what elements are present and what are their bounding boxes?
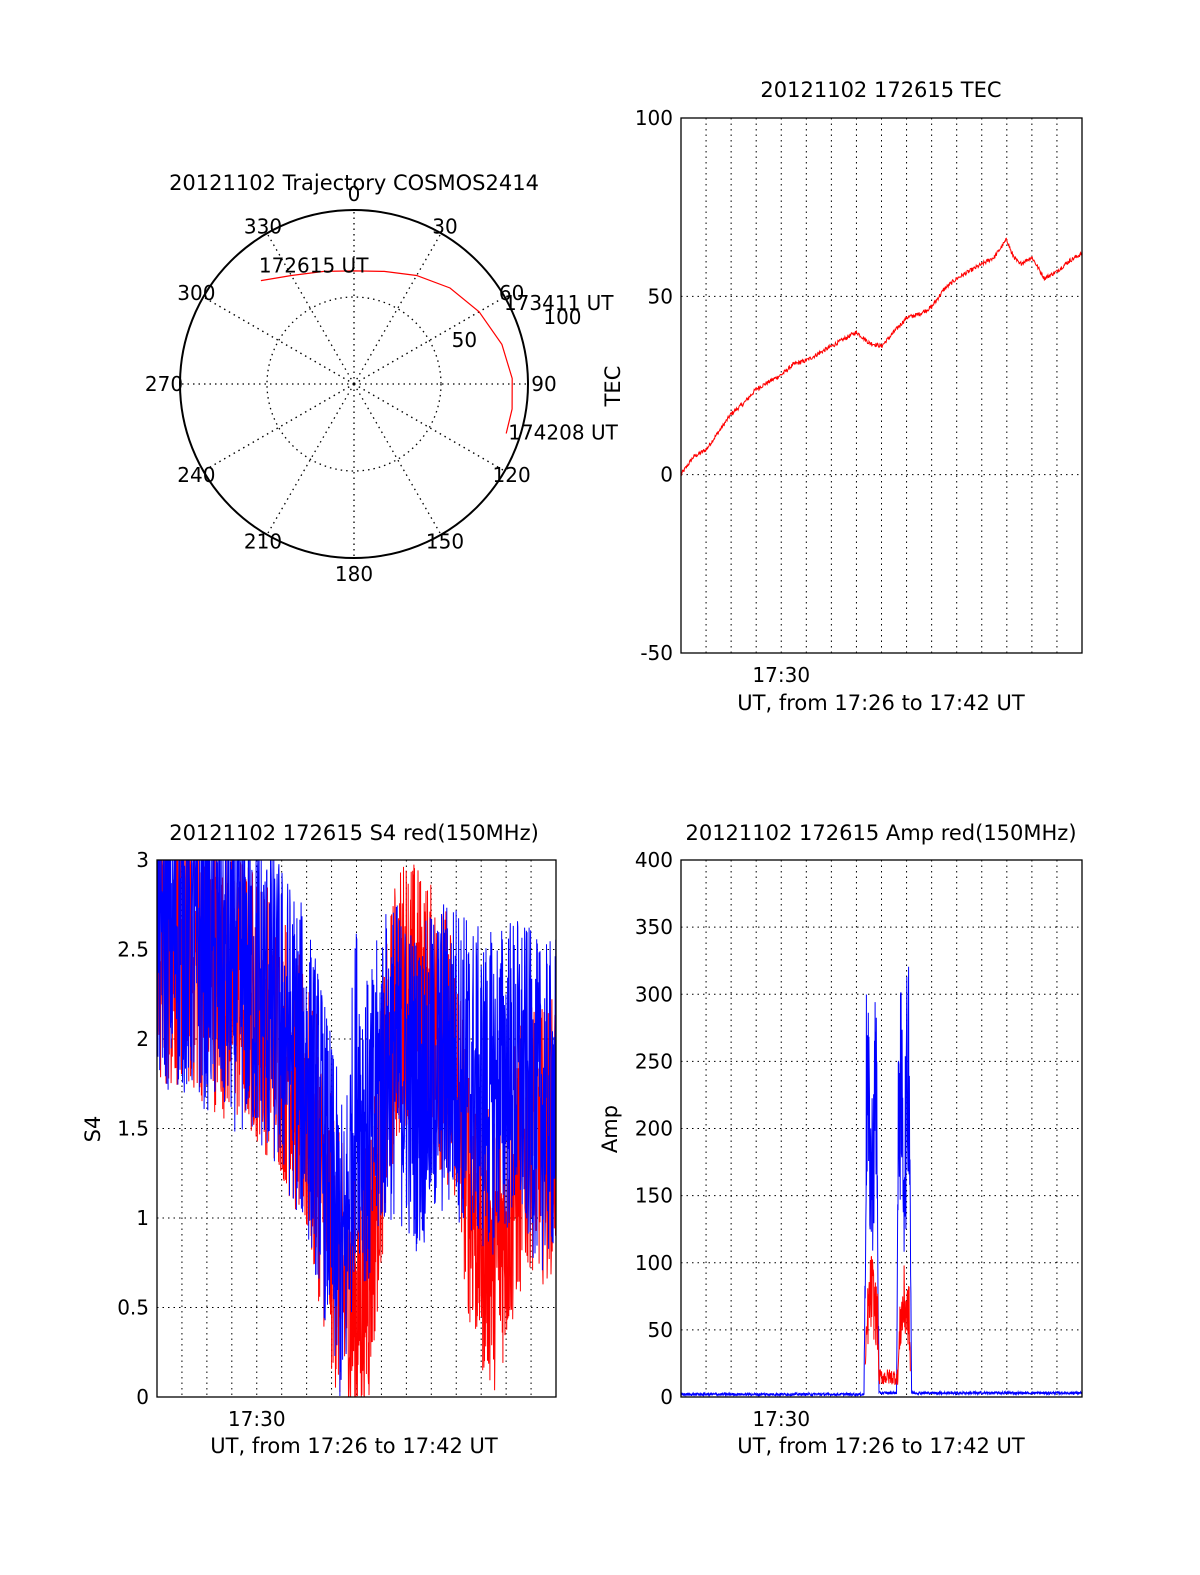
tec-axes-frame: [680, 117, 1083, 654]
s4-ytick-label: 1: [136, 1206, 149, 1230]
trajectory-line: [260, 270, 513, 434]
tec-ylabel: TEC: [601, 366, 625, 408]
polar-spoke-300: [202, 296, 355, 385]
s4-ylabel: S4: [81, 1116, 105, 1143]
s4-xlabel: UT, from 17:26 to 17:42 UT: [210, 1434, 498, 1458]
s4-xtick-label: 17:30: [228, 1407, 286, 1431]
angle-label-300: 300: [177, 281, 215, 305]
amp-ytick-label: 250: [635, 1049, 673, 1073]
amp-ytick-label: 400: [635, 848, 673, 872]
trajectory-label-end: 174208 UT: [508, 420, 618, 444]
angle-label-120: 120: [493, 463, 531, 487]
tec-title: 20121102 172615 TEC: [760, 78, 1001, 102]
amp-ytick-label: 50: [648, 1318, 673, 1342]
s4-title: 20121102 172615 S4 red(150MHz): [169, 821, 539, 845]
amp-ytick-label: 350: [635, 915, 673, 939]
s4-ytick-label: 1.5: [117, 1117, 149, 1141]
angle-label-90: 90: [531, 372, 556, 396]
amp-xlabel: UT, from 17:26 to 17:42 UT: [737, 1434, 1025, 1458]
amp-title: 20121102 172615 Amp red(150MHz): [685, 821, 1076, 845]
amp-axes-frame: [680, 859, 1083, 1398]
amp-series-1: [680, 966, 1083, 1398]
s4-ytick-label: 2: [136, 1027, 149, 1051]
amp-series-2: [864, 1256, 911, 1385]
s4-axes-frame: [156, 859, 557, 1398]
s4-ytick-label: 2.5: [117, 938, 149, 962]
polar-spoke-60: [353, 296, 506, 385]
trajectory-label-mid: 173411 UT: [504, 291, 614, 315]
tec-grid: [681, 118, 1082, 653]
amp-plot: 20121102 172615 Amp red(150MHz) 0 50 100 15…: [598, 821, 1083, 1458]
s4-x-ticks: 17:30: [228, 1407, 286, 1431]
amp-x-ticks: 17:30: [752, 1407, 810, 1431]
amp-ytick-label: 200: [635, 1117, 673, 1141]
tec-series: [680, 237, 1083, 477]
tec-ytick-label: 100: [635, 106, 673, 130]
s4-plot: 20121102 172615 S4 red(150MHz) 0 0.5 1 1.5 2…: [81, 821, 557, 1458]
angle-label-0: 0: [348, 182, 361, 206]
s4-y-ticks: 0 0.5 1 1.5 2 2.5 3: [117, 848, 149, 1409]
polar-plot: 20121102 Trajectory COSMOS2414 0 30 60 90 12…: [145, 171, 619, 586]
amp-grid: [681, 860, 1082, 1397]
angle-label-180: 180: [335, 562, 373, 586]
amp-ytick-label: 100: [635, 1251, 673, 1275]
tec-ytick-label: 0: [660, 463, 673, 487]
tec-xlabel: UT, from 17:26 to 17:42 UT: [737, 691, 1025, 715]
polar-grid: [180, 210, 528, 558]
s4-series-2: [156, 859, 557, 1397]
polar-spoke-210: [266, 383, 355, 536]
tec-ytick-label: -50: [640, 641, 673, 665]
tec-xtick-label: 17:30: [752, 663, 810, 687]
amp-xtick-label: 17:30: [752, 1407, 810, 1431]
polar-spoke-150: [353, 383, 442, 536]
angle-label-150: 150: [426, 530, 464, 554]
tec-y-ticks: -50 0 50 100: [635, 106, 673, 665]
amp-ytick-label: 300: [635, 982, 673, 1006]
radial-label-50: 50: [452, 328, 477, 352]
polar-spoke-330: [266, 232, 355, 385]
polar-angle-labels: 0 30 60 90 120 150 180 210 240 270 300 330: [145, 182, 557, 586]
polar-title: 20121102 Trajectory COSMOS2414: [169, 171, 539, 195]
s4-ytick-label: 0: [136, 1385, 149, 1409]
angle-label-210: 210: [244, 530, 282, 554]
angle-label-30: 30: [432, 214, 457, 238]
amp-series: [680, 966, 1083, 1398]
polar-outer-circle: [179, 209, 529, 559]
amp-ytick-label: 150: [635, 1184, 673, 1208]
angle-label-330: 330: [244, 214, 282, 238]
polar-spoke-120: [353, 383, 506, 472]
polar-ring-1: [266, 296, 442, 472]
radial-label-100: 100: [543, 305, 581, 329]
tec-plot: 20121102 172615 TEC -50 0 50 100 17:30 UT, …: [601, 78, 1083, 715]
amp-y-ticks: 0 50 100 150 200 250 300 350 400: [635, 848, 673, 1409]
polar-spoke-240: [202, 383, 355, 472]
tec-x-ticks: 17:30: [752, 663, 810, 687]
angle-label-270: 270: [145, 372, 183, 396]
tec-series-1: [680, 237, 1083, 477]
s4-series: [156, 859, 557, 1398]
amp-ylabel: Amp: [598, 1105, 622, 1153]
trajectory-label-start: 172615 UT: [259, 254, 369, 278]
s4-ytick-label: 0.5: [117, 1296, 149, 1320]
angle-label-240: 240: [177, 463, 215, 487]
angle-label-60: 60: [499, 281, 524, 305]
tec-ytick-label: 50: [648, 284, 673, 308]
amp-ytick-label: 0: [660, 1385, 673, 1409]
polar-spoke-30: [353, 232, 442, 385]
s4-ytick-label: 3: [136, 848, 149, 872]
